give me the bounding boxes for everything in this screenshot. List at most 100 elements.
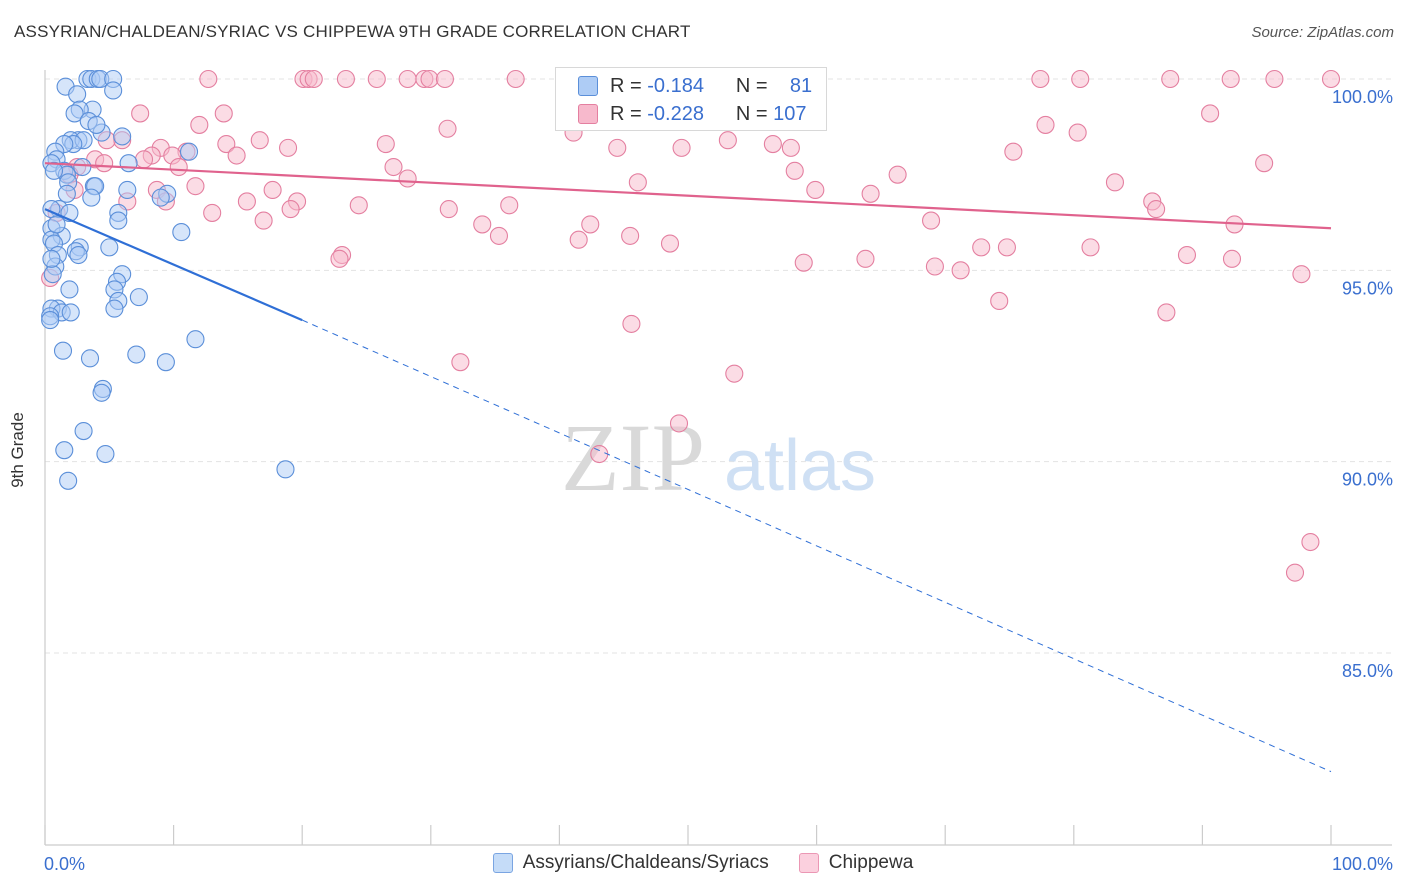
data-point <box>214 104 233 123</box>
trend-lines <box>44 162 1332 773</box>
y-tick-label: 90.0% <box>1342 470 1393 490</box>
data-point <box>1161 69 1180 89</box>
data-point <box>861 184 880 203</box>
y-tick-label: 95.0% <box>1342 278 1393 298</box>
data-point <box>398 69 417 89</box>
data-point <box>1031 69 1050 89</box>
data-point <box>1222 249 1242 268</box>
x-tick-label: 0.0% <box>44 854 85 874</box>
axes <box>44 70 1392 846</box>
data-point <box>1105 173 1125 192</box>
data-point <box>785 161 804 180</box>
x-tick-labels: 0.0% 100.0% <box>44 854 1393 874</box>
chippewa-trend-line <box>44 162 1332 230</box>
assyrian-legend-swatch <box>492 853 513 873</box>
data-point <box>151 188 170 207</box>
data-point <box>82 188 101 207</box>
data-point <box>806 180 825 200</box>
data-point <box>41 311 60 330</box>
data-point <box>74 422 93 441</box>
data-point <box>1004 142 1023 161</box>
data-point <box>100 238 119 257</box>
data-point <box>60 280 79 299</box>
data-point <box>590 444 609 464</box>
data-point <box>500 196 519 215</box>
data-point <box>628 173 647 192</box>
data-point <box>581 215 600 234</box>
data-point <box>922 211 941 230</box>
data-point <box>42 249 61 268</box>
data-point <box>190 115 209 134</box>
data-point <box>129 288 148 307</box>
data-point <box>250 131 269 150</box>
y-tick-label: 85.0% <box>1342 661 1393 681</box>
data-point <box>621 226 640 245</box>
data-point <box>990 291 1009 310</box>
data-point <box>279 138 298 157</box>
data-point <box>134 150 154 169</box>
data-point <box>227 146 246 165</box>
y-tick-label: 100.0% <box>1332 87 1393 107</box>
data-point <box>281 200 300 219</box>
data-point <box>1285 563 1305 582</box>
legend-label-chippewa: Chippewa <box>828 852 914 873</box>
data-point <box>1071 69 1090 89</box>
r-label: R = <box>610 74 642 97</box>
n-label: N = <box>735 74 768 97</box>
data-point <box>473 215 492 234</box>
data-point <box>65 104 84 123</box>
grid-lines <box>45 78 1392 654</box>
data-point <box>55 441 74 460</box>
data-point <box>304 69 323 89</box>
data-point <box>169 157 188 177</box>
chart-title: ASSYRIAN/CHALDEAN/SYRIAC VS CHIPPEWA 9TH… <box>14 22 691 41</box>
data-point <box>1321 69 1341 89</box>
data-point <box>367 69 386 89</box>
data-point <box>1292 265 1311 284</box>
data-point <box>57 184 76 203</box>
r-label: R = <box>610 102 642 125</box>
data-point <box>435 69 454 89</box>
data-point <box>118 180 137 200</box>
chippewa-swatch <box>578 104 598 124</box>
data-point <box>439 200 458 219</box>
data-point <box>330 249 349 268</box>
n-value: 107 <box>773 102 807 125</box>
data-point <box>172 223 191 242</box>
data-point <box>1301 532 1320 552</box>
data-point <box>68 85 87 104</box>
data-point <box>794 253 813 272</box>
watermark-atlas: atlas <box>724 426 876 506</box>
data-point <box>972 238 991 257</box>
data-point <box>384 157 403 177</box>
data-point <box>109 211 128 230</box>
data-point <box>61 303 80 322</box>
data-point <box>1036 115 1055 134</box>
data-point <box>925 257 944 276</box>
data-point <box>781 138 800 157</box>
data-point <box>43 265 62 284</box>
data-point <box>203 203 222 222</box>
r-value: -0.184 <box>647 74 704 97</box>
data-point <box>254 211 273 230</box>
data-point <box>263 180 282 200</box>
data-point <box>669 414 689 433</box>
data-point <box>47 215 66 234</box>
y-axis-label: 9th Grade <box>8 412 27 488</box>
assyrian-trend-line <box>44 208 303 322</box>
data-point <box>92 383 111 402</box>
data-point <box>1157 303 1176 322</box>
data-point <box>1201 104 1220 123</box>
stats-row-chippewa: R = -0.228 N = 107 <box>578 102 807 126</box>
data-point <box>506 69 525 89</box>
assyrian-swatch <box>578 76 598 96</box>
legend-item-assyrian: Assyrians/Chaldeans/Syriacs <box>492 852 769 874</box>
data-point <box>420 69 439 89</box>
data-point <box>80 349 100 368</box>
stats-row-assyrian: R = -0.184 N = 81 <box>578 74 812 98</box>
n-value: 81 <box>789 74 813 97</box>
data-point <box>856 249 875 268</box>
data-point <box>997 238 1016 257</box>
data-point <box>53 341 73 360</box>
